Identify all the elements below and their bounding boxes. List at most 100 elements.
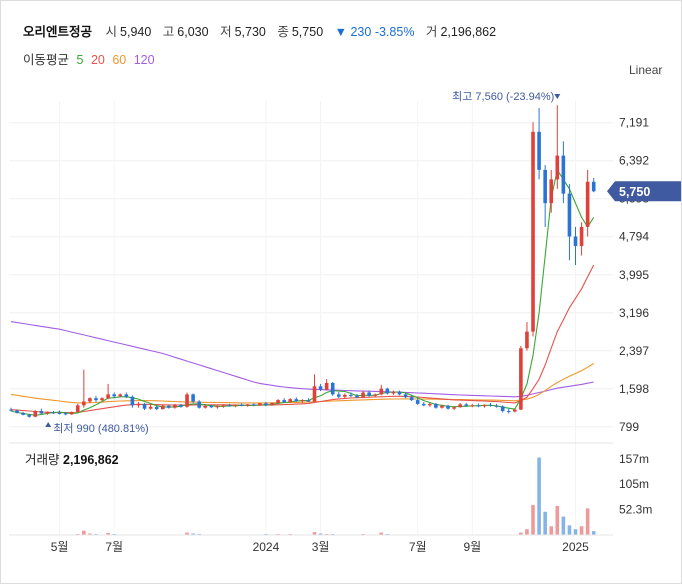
candle xyxy=(434,402,438,409)
candle xyxy=(276,399,280,404)
volume-panel: 거래량 2,196,862 xyxy=(9,442,613,535)
x-tick-label: 7월 xyxy=(105,540,123,554)
x-tick-label: 7월 xyxy=(409,540,427,554)
volume-value: 2,196,862 xyxy=(440,25,497,39)
low-value: 5,730 xyxy=(234,25,266,39)
volume-bar xyxy=(567,525,572,535)
open-label: 시 xyxy=(105,25,118,39)
close-label: 종 xyxy=(277,25,289,39)
candle-body xyxy=(531,131,535,332)
candle-body xyxy=(270,402,274,406)
price-axis: 7,1916,3925,5934,7943,9953,1962,3971,598… xyxy=(607,116,681,517)
y-tick-label: 2,397 xyxy=(619,344,649,358)
candle-body xyxy=(233,404,238,406)
candle xyxy=(185,392,189,408)
candle-body xyxy=(355,395,359,398)
volume-bar xyxy=(531,504,535,535)
candle-body xyxy=(343,394,347,397)
volume-bar xyxy=(525,529,529,535)
candle-body xyxy=(567,193,572,237)
candle-body xyxy=(452,407,456,409)
candle-body xyxy=(391,391,396,394)
candle-body xyxy=(397,391,402,395)
candle xyxy=(203,404,208,409)
ma-legend-5[interactable]: 5 xyxy=(76,53,84,67)
candle xyxy=(124,392,129,399)
high-value: 6,030 xyxy=(177,25,209,39)
candle xyxy=(136,401,141,408)
candle-body xyxy=(100,398,104,401)
candle xyxy=(397,390,402,396)
candle-body xyxy=(555,155,560,180)
y-tick-label: 6,392 xyxy=(619,154,649,168)
candle-body xyxy=(373,394,377,396)
candle xyxy=(379,384,384,396)
time-axis: 5월 7월 2024 3월 7월 9월 2025 xyxy=(9,534,613,554)
candle xyxy=(221,404,226,408)
candle-body xyxy=(500,406,505,412)
ma-legend-20[interactable]: 20 xyxy=(90,53,105,67)
volume-tick-label: 105m xyxy=(619,477,649,491)
candle-body xyxy=(215,406,220,408)
candle-body xyxy=(82,401,86,406)
ma-legend-title: 이동평균 xyxy=(23,53,70,67)
y-tick-label: 3,995 xyxy=(619,268,649,282)
candle-body xyxy=(361,392,365,398)
candle xyxy=(500,405,505,413)
candle xyxy=(154,405,159,411)
candle xyxy=(585,169,590,237)
volume-bar xyxy=(519,532,523,535)
candle xyxy=(106,383,110,400)
candle xyxy=(537,108,541,180)
candle xyxy=(446,404,450,410)
volume-bar xyxy=(537,457,541,535)
volume-bar xyxy=(579,526,584,535)
candle xyxy=(94,395,98,402)
volume-bar xyxy=(585,508,590,535)
candle-body xyxy=(27,414,32,417)
candle-body xyxy=(579,226,584,246)
candle xyxy=(51,411,56,414)
candle xyxy=(82,369,86,408)
candle xyxy=(57,410,62,415)
max-marker-icon xyxy=(554,94,561,99)
y-tick-label: 3,196 xyxy=(619,306,649,320)
candle-body xyxy=(379,388,384,395)
candle xyxy=(373,393,377,398)
candle xyxy=(385,387,390,395)
candle-body xyxy=(458,404,462,408)
candle-body xyxy=(33,411,38,417)
candle-body xyxy=(318,386,323,390)
candle xyxy=(330,382,335,396)
price-grid xyxy=(9,101,613,535)
candle-body xyxy=(312,386,317,402)
volume-bar xyxy=(591,531,596,535)
open-value: 5,940 xyxy=(120,25,152,39)
candle xyxy=(130,395,135,408)
volume-bar xyxy=(549,526,554,535)
close-value: 5,750 xyxy=(291,25,324,39)
ma-legend-60[interactable]: 60 xyxy=(112,53,127,67)
candle-body xyxy=(330,382,335,395)
candle-body xyxy=(476,405,481,407)
ma-legend-120[interactable]: 120 xyxy=(133,53,155,67)
volume-bar xyxy=(543,511,547,535)
candle xyxy=(579,222,584,256)
candle xyxy=(476,403,481,408)
scale-toggle[interactable]: Linear xyxy=(629,63,663,77)
candle xyxy=(167,404,171,409)
stock-name: 오리엔트정공 xyxy=(23,25,93,39)
candle xyxy=(39,408,44,415)
candle-body xyxy=(506,411,511,413)
candle xyxy=(88,397,92,403)
candle xyxy=(591,177,596,193)
candle xyxy=(173,403,177,409)
candle xyxy=(306,398,311,402)
candle-body xyxy=(167,405,171,408)
price-header: 오리엔트정공 시 5,940 고 6,030 저 5,730 종 5,750 ▼ 230… xyxy=(23,21,504,40)
candle-body xyxy=(106,394,110,399)
ma120-line xyxy=(10,321,594,398)
candle xyxy=(361,390,365,399)
candle-body xyxy=(197,401,201,408)
